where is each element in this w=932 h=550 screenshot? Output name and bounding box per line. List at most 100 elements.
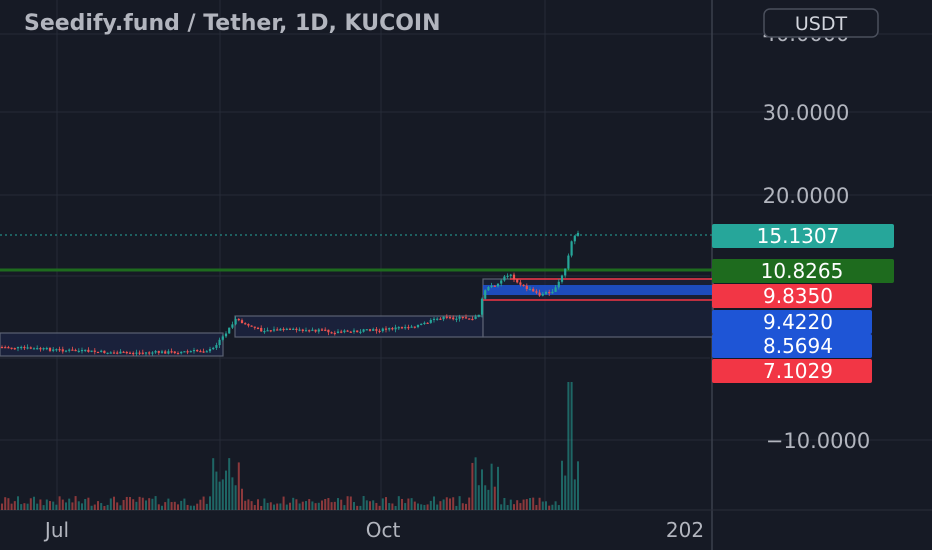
candle <box>413 326 416 328</box>
price-label-red1-bg <box>712 284 872 308</box>
volume-bar <box>20 504 23 510</box>
volume-bar <box>468 497 471 510</box>
volume-bar <box>141 497 144 510</box>
candle <box>196 350 199 352</box>
volume-bar <box>138 496 141 510</box>
volume-bar <box>298 503 301 510</box>
volume-bar <box>183 498 186 510</box>
volume-bar <box>145 500 147 510</box>
price-label-green: 10.8265 <box>761 259 844 283</box>
candle <box>36 348 39 350</box>
volume-bar <box>23 503 26 510</box>
candle <box>426 322 429 324</box>
candle <box>349 331 352 333</box>
candle <box>103 350 106 354</box>
volume-bar <box>196 503 199 510</box>
volume-bar <box>397 496 400 510</box>
volume-bar <box>474 457 477 510</box>
volume-bar <box>369 501 371 510</box>
candle <box>119 351 122 354</box>
volume-bar <box>170 502 173 510</box>
volume-bar <box>154 496 157 510</box>
price-label-last: 15.1307 <box>757 224 840 248</box>
volume-bar <box>426 504 429 510</box>
candle <box>237 318 240 321</box>
volume-bar <box>4 497 7 510</box>
volume-bar <box>557 505 560 510</box>
candle <box>487 287 490 291</box>
candle <box>528 288 532 291</box>
volume-bar <box>317 502 320 510</box>
candle <box>400 327 404 329</box>
volume-bar <box>388 503 391 510</box>
price-label-blue2: 8.5694 <box>763 334 833 358</box>
volume-bar <box>308 499 311 510</box>
volume-bar <box>234 485 237 510</box>
candle <box>189 351 192 353</box>
candle <box>26 347 29 349</box>
volume-bar <box>164 502 167 510</box>
candle <box>253 326 256 328</box>
volume-bar <box>346 496 349 510</box>
candle <box>375 329 378 331</box>
volume-bar <box>109 498 112 510</box>
volume-bar <box>353 502 355 510</box>
volume-bar <box>1 503 3 510</box>
candle <box>16 346 20 349</box>
candle <box>276 329 279 331</box>
volume-bar <box>119 505 122 510</box>
candle <box>304 330 308 332</box>
candle <box>519 282 522 285</box>
candle <box>570 241 573 256</box>
volume-bar <box>221 479 224 510</box>
candle <box>362 329 365 332</box>
volume-bar <box>263 498 266 510</box>
volume-bar <box>106 504 109 510</box>
candle <box>448 317 452 319</box>
candle <box>45 347 48 350</box>
price-label-red1: 9.8350 <box>763 284 833 308</box>
volume-bar <box>205 503 208 510</box>
volume-bar <box>273 504 275 510</box>
volume-bar <box>295 499 298 510</box>
volume-bar <box>161 505 163 510</box>
volume-bar <box>285 504 288 510</box>
volume-bar <box>564 475 567 510</box>
volume-bar <box>151 498 154 510</box>
volume-bar <box>103 505 106 510</box>
volume-bar <box>301 501 304 510</box>
volume-bar <box>378 505 381 510</box>
volume-bar <box>253 505 256 510</box>
candle <box>122 351 125 353</box>
volume-bar <box>167 498 170 510</box>
candle <box>279 328 282 331</box>
volume-bar <box>449 498 451 510</box>
candle <box>500 280 503 284</box>
candle <box>343 330 346 333</box>
candle <box>308 330 311 332</box>
candle <box>23 346 26 349</box>
volume-bar <box>519 503 522 510</box>
volume-bar <box>193 505 195 510</box>
candle <box>356 330 359 333</box>
volume-bar <box>129 497 131 510</box>
volume-bar <box>61 499 64 510</box>
candle <box>365 329 368 331</box>
candle <box>573 235 576 242</box>
volume-bar <box>241 488 243 510</box>
volume-bar <box>215 471 218 510</box>
candle <box>260 327 263 332</box>
candle <box>484 290 487 299</box>
candle <box>135 352 138 354</box>
y-tick-label: 20.0000 <box>763 184 850 208</box>
volume-bar <box>356 505 359 510</box>
candle <box>205 351 208 353</box>
volume-bar <box>279 503 282 510</box>
candle <box>429 320 432 323</box>
candle <box>452 317 455 320</box>
volume-bar <box>404 503 407 510</box>
volume-bar <box>7 498 10 510</box>
currency-button[interactable] <box>763 8 879 38</box>
volume-bar <box>55 504 58 510</box>
